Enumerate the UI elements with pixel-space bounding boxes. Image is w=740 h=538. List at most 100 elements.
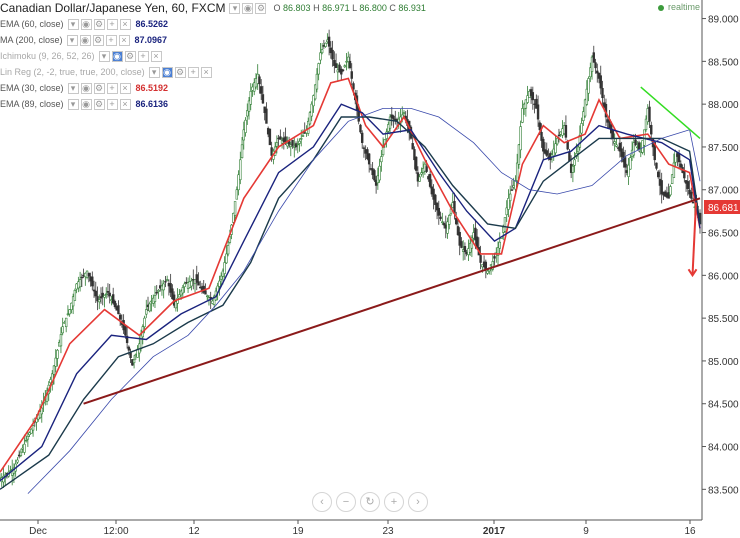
resistance-trendline[interactable]	[640, 86, 701, 139]
eye-off-icon[interactable]: ◉	[111, 50, 123, 62]
candle-body	[143, 317, 146, 328]
candle-body	[38, 411, 42, 419]
candle-body	[73, 290, 77, 301]
plus-icon[interactable]: +	[106, 98, 118, 110]
legend-ema-60[interactable]: EMA (60, close) ▾ ◉ ⚙ + × 86.5262	[0, 18, 169, 30]
plus-icon[interactable]: +	[105, 34, 117, 46]
settings-icon[interactable]: ⚙	[255, 2, 267, 14]
chevron-down-icon[interactable]: ▾	[67, 98, 79, 110]
price-axis[interactable]: 89.000 88.500 88.000 87.500 87.000 86.500 86.0…	[702, 15, 739, 497]
candle-body	[479, 255, 482, 263]
candle-body	[106, 291, 110, 293]
chevron-down-icon[interactable]: ▾	[98, 50, 110, 62]
symbol-title[interactable]: Canadian Dollar/Japanese Yen, 60, FXCM	[0, 1, 226, 15]
indicator-legend: Canadian Dollar/Japanese Yen, 60, FXCM ▾…	[0, 0, 426, 112]
scroll-right-icon[interactable]: ›	[408, 492, 428, 512]
price-tick-label: 84.000	[708, 443, 739, 454]
candle-body	[174, 301, 178, 309]
plus-icon[interactable]: +	[106, 82, 118, 94]
eye-icon[interactable]: ◉	[80, 18, 92, 30]
chart-navigation: ‹ − ↻ + ›	[312, 492, 428, 512]
ma-line-1[interactable]	[0, 103, 701, 482]
close-icon[interactable]: ×	[200, 66, 212, 78]
candle-body	[644, 118, 648, 130]
legend-ichimoku[interactable]: Ichimoku (9, 26, 52, 26) ▾ ◉ ⚙ + ×	[0, 48, 426, 64]
svg-text:86.681: 86.681	[708, 203, 739, 214]
candle-body	[538, 122, 542, 131]
ma-line-3[interactable]	[27, 108, 701, 494]
candle-body	[627, 164, 630, 177]
ma-line-2[interactable]	[0, 116, 701, 490]
candle-body	[218, 280, 221, 287]
time-axis[interactable]: Dec 12:00 12 19 23 2017 9 16	[29, 520, 696, 537]
candle-body	[226, 245, 230, 255]
candle-body	[23, 443, 26, 453]
candle-body	[80, 276, 84, 279]
close-icon[interactable]: ×	[150, 50, 162, 62]
settings-icon[interactable]: ⚙	[174, 66, 186, 78]
candle-body	[596, 70, 599, 74]
settings-icon[interactable]: ⚙	[93, 18, 105, 30]
chevron-down-icon[interactable]: ▾	[67, 82, 79, 94]
scroll-left-icon[interactable]: ‹	[312, 492, 332, 512]
reset-icon[interactable]: ↻	[360, 492, 380, 512]
arrow-head-icon	[687, 268, 698, 278]
candle-body	[125, 335, 129, 344]
close-icon[interactable]: ×	[119, 18, 131, 30]
plus-icon[interactable]: +	[187, 66, 199, 78]
time-tick-label: 2017	[483, 526, 506, 537]
ma-line-0[interactable]	[0, 77, 701, 473]
candle-body	[648, 106, 651, 122]
candle-body	[113, 301, 117, 308]
candle-body	[228, 236, 232, 243]
close-icon[interactable]: ×	[119, 98, 131, 110]
chevron-down-icon[interactable]: ▾	[148, 66, 160, 78]
candle-body	[286, 143, 289, 147]
candle-body	[87, 272, 91, 277]
candle-body	[360, 132, 364, 143]
candle-body	[589, 67, 592, 78]
legend-ema-89[interactable]: EMA (89, close) ▾ ◉ ⚙ + × 86.6136	[0, 98, 169, 110]
candle-body	[458, 231, 461, 246]
eye-icon[interactable]: ◉	[79, 34, 91, 46]
candle-body	[367, 153, 371, 165]
price-tick-label: 86.000	[708, 271, 739, 282]
plus-icon[interactable]: +	[137, 50, 149, 62]
candle-body	[313, 84, 317, 100]
settings-icon[interactable]: ⚙	[93, 82, 105, 94]
chevron-down-icon[interactable]: ▾	[67, 18, 79, 30]
legend-ema-30[interactable]: EMA (30, close) ▾ ◉ ⚙ + × 86.5192	[0, 82, 169, 94]
settings-icon[interactable]: ⚙	[93, 98, 105, 110]
zoom-in-icon[interactable]: +	[384, 492, 404, 512]
candle-body	[340, 68, 343, 75]
candle-body	[195, 274, 198, 283]
eye-off-icon[interactable]: ◉	[161, 66, 173, 78]
time-tick-label: 9	[583, 526, 589, 537]
candle-body	[418, 176, 421, 182]
candle-body	[420, 172, 423, 175]
candle-body	[40, 407, 43, 415]
eye-icon[interactable]: ◉	[80, 98, 92, 110]
close-icon[interactable]: ×	[119, 82, 131, 94]
support-trendline[interactable]	[83, 197, 701, 405]
eye-icon[interactable]: ◉	[242, 2, 254, 14]
price-tick-label: 87.000	[708, 186, 739, 197]
chevron-down-icon[interactable]: ▾	[66, 34, 78, 46]
plus-icon[interactable]: +	[106, 18, 118, 30]
candle-body	[298, 140, 301, 144]
candle-body	[315, 73, 319, 90]
close-icon[interactable]: ×	[118, 34, 130, 46]
projection-arrow	[691, 202, 697, 276]
candle-body	[594, 62, 597, 69]
eye-icon[interactable]: ◉	[80, 82, 92, 94]
chevron-down-icon[interactable]: ▾	[229, 2, 241, 14]
settings-icon[interactable]: ⚙	[124, 50, 136, 62]
candle-body	[411, 143, 414, 150]
legend-lin-reg[interactable]: Lin Reg (2, -2, true, true, 200, close) …	[0, 64, 426, 80]
candle-body	[655, 162, 658, 169]
candle-body	[165, 279, 169, 281]
zoom-out-icon[interactable]: −	[336, 492, 356, 512]
legend-ma-200[interactable]: MA (200, close) ▾ ◉ ⚙ + × 87.0967	[0, 34, 168, 46]
settings-icon[interactable]: ⚙	[92, 34, 104, 46]
